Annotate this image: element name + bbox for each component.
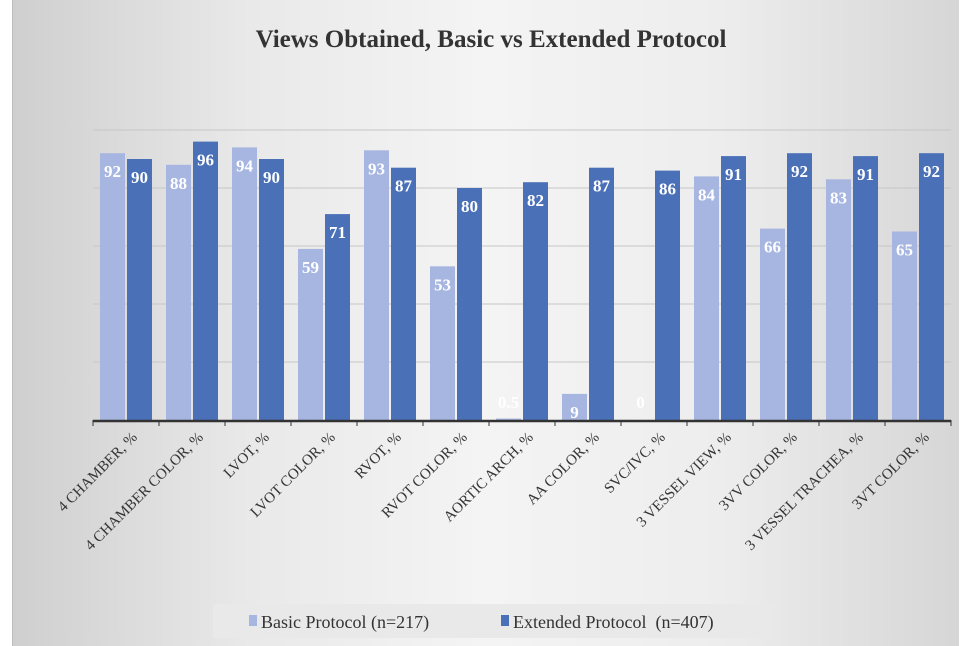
legend: Basic Protocol (n=217) Extended Protocol … xyxy=(213,604,773,638)
gridlines xyxy=(93,129,951,363)
data-label: 86 xyxy=(659,180,676,199)
data-label: 92 xyxy=(923,162,940,181)
extended-protocol-bar xyxy=(325,214,350,420)
data-label: 65 xyxy=(896,241,913,260)
data-label: 90 xyxy=(263,168,280,187)
extended-protocol-bar xyxy=(259,159,284,420)
extended-protocol-bar xyxy=(853,156,878,420)
data-label: 96 xyxy=(197,151,214,170)
data-label: 90 xyxy=(131,168,148,187)
data-label: 66 xyxy=(764,238,781,257)
data-label: 87 xyxy=(593,177,611,196)
legend-swatch xyxy=(249,615,257,626)
extended-protocol-bar xyxy=(457,188,482,420)
extended-protocol-bar xyxy=(655,170,680,420)
legend-item-label: Basic Protocol (n=217) xyxy=(261,612,429,633)
legend-item-label: Extended Protocol (n=407) xyxy=(513,612,714,633)
data-label: 82 xyxy=(527,191,544,210)
basic-protocol-bar xyxy=(694,176,719,420)
data-label: 91 xyxy=(857,165,874,184)
data-label: 92 xyxy=(791,162,808,181)
basic-protocol-bar xyxy=(430,266,455,420)
basic-protocol-bar xyxy=(100,153,125,420)
data-label: 88 xyxy=(170,174,187,193)
extended-protocol-bar xyxy=(589,167,614,420)
chart-area: Views Obtained, Basic vs Extended Protoc… xyxy=(12,0,959,646)
extended-protocol-bar xyxy=(193,141,218,420)
extended-protocol-bar xyxy=(721,156,746,420)
chart-title: Views Obtained, Basic vs Extended Protoc… xyxy=(256,26,727,53)
legend-box xyxy=(213,604,773,638)
data-label: 87 xyxy=(395,177,413,196)
data-label: 84 xyxy=(698,185,716,204)
data-label: 91 xyxy=(725,165,742,184)
extended-protocol-bar xyxy=(787,153,812,420)
data-label: 94 xyxy=(236,156,254,175)
data-label: 59 xyxy=(302,258,319,277)
data-label: 53 xyxy=(434,275,451,294)
x-axis: 4 CHAMBER, %4 CHAMBER COLOR, % LVOT, %LVO… xyxy=(55,419,952,554)
x-tick-label: 3 VESSEL TRACHEA, % xyxy=(743,430,867,554)
legend-swatch xyxy=(501,615,509,626)
basic-protocol-bar xyxy=(826,179,851,420)
data-label: 83 xyxy=(830,188,847,207)
data-labels: 92 90 88 96 94 90 59 71 93 87 53 80 0.5 82 9 87 0 86 84 91 6… xyxy=(104,151,940,422)
extended-protocol-bar xyxy=(391,167,416,420)
basic-protocol-bar xyxy=(892,231,917,420)
x-tick-label: SVC/IVC, % xyxy=(602,430,669,497)
data-label: 0 xyxy=(636,393,645,412)
basic-protocol-bar xyxy=(298,248,323,420)
basic-protocol-bar xyxy=(562,393,587,420)
extended-protocol-bar xyxy=(919,153,944,420)
data-label: 93 xyxy=(368,159,385,178)
x-tick-label: 4 CHAMBER COLOR, % xyxy=(82,430,206,554)
extended-protocol-bar xyxy=(127,159,152,420)
extended-protocol-bar xyxy=(523,182,548,420)
data-label: 80 xyxy=(461,197,478,216)
basic-protocol-bar xyxy=(166,164,191,420)
basic-protocol-bar xyxy=(496,418,521,420)
data-label: 0.5 xyxy=(498,393,519,412)
bars xyxy=(100,141,944,421)
basic-protocol-bar xyxy=(364,150,389,421)
data-label: 9 xyxy=(570,403,579,422)
basic-protocol-bar xyxy=(232,147,257,420)
bar-chart: Views Obtained, Basic vs Extended Protoc… xyxy=(55,26,952,638)
x-tick-label: LVOT, % xyxy=(221,430,273,482)
x-tick-label: RVOT, % xyxy=(352,430,405,483)
data-label: 92 xyxy=(104,162,121,181)
basic-protocol-bar xyxy=(760,228,785,420)
data-label: 71 xyxy=(329,223,346,242)
